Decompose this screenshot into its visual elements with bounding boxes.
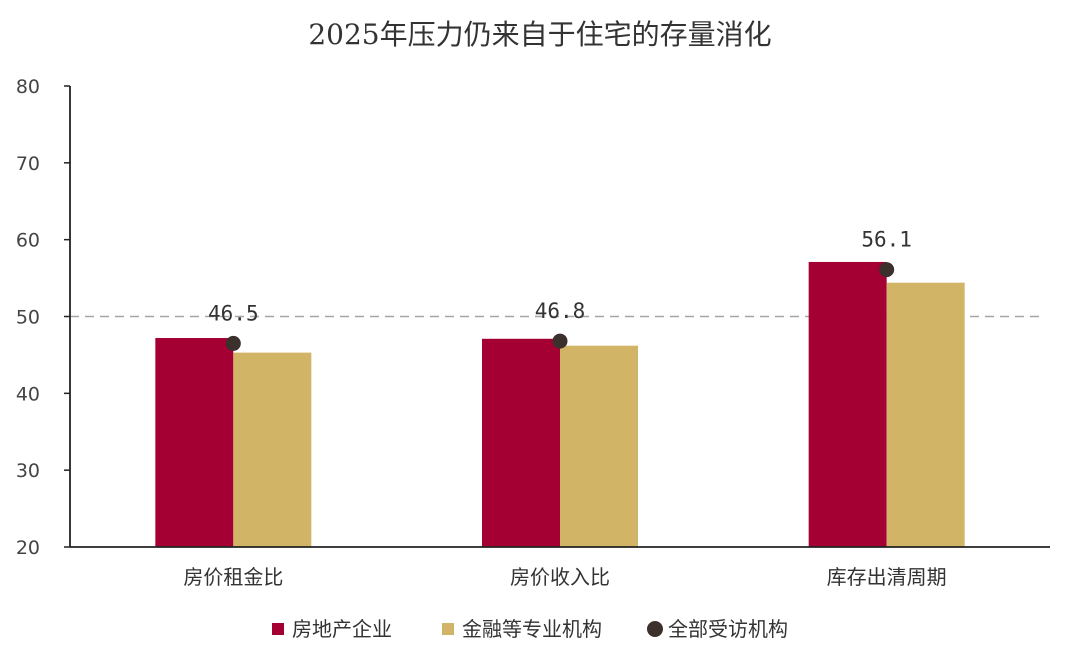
dot-all-institutions-1	[552, 333, 568, 349]
chart-title: 2025年压力仍来自于住宅的存量消化	[308, 18, 771, 51]
bar-real-estate-1	[482, 338, 560, 547]
y-tick-label: 40	[16, 383, 40, 405]
y-tick-label: 50	[16, 307, 40, 329]
legend-item-real-estate-label: 房地产企业	[292, 617, 392, 641]
bar-real-estate-2	[808, 261, 887, 547]
data-label-0: 46.5	[208, 301, 259, 325]
legend: 房地产企业 金融等专业机构 全部受访机构	[272, 617, 788, 641]
plot-area: 20 30 40 50 60 70 80 46.5 房价租金比 46.8 房价收入比 56.1 库存出清…	[16, 76, 1050, 589]
category-label-1: 房价收入比	[510, 565, 610, 589]
bar-real-estate-0	[155, 338, 234, 547]
y-tick-label: 60	[16, 230, 40, 252]
data-label-1: 46.8	[535, 299, 586, 323]
dot-all-institutions-2	[879, 262, 895, 278]
category-label-2: 库存出清周期	[827, 565, 947, 589]
bar-financial-2	[886, 282, 965, 547]
y-tick-label: 70	[16, 153, 40, 175]
y-tick-label: 80	[16, 76, 40, 98]
legend-item-real-estate-swatch	[272, 623, 284, 635]
y-tick-label: 20	[16, 537, 40, 559]
legend-item-all-institutions-swatch	[647, 621, 663, 637]
y-tick-label: 30	[16, 460, 40, 482]
dot-all-institutions-0	[225, 335, 241, 351]
data-label-2: 56.1	[861, 228, 912, 252]
bar-financial-0	[233, 352, 312, 547]
legend-item-all-institutions-label: 全部受访机构	[668, 617, 788, 641]
bar-financial-1	[560, 345, 638, 547]
legend-item-financial-swatch	[442, 623, 454, 635]
legend-item-financial-label: 金融等专业机构	[462, 617, 602, 641]
category-label-0: 房价租金比	[183, 565, 283, 589]
